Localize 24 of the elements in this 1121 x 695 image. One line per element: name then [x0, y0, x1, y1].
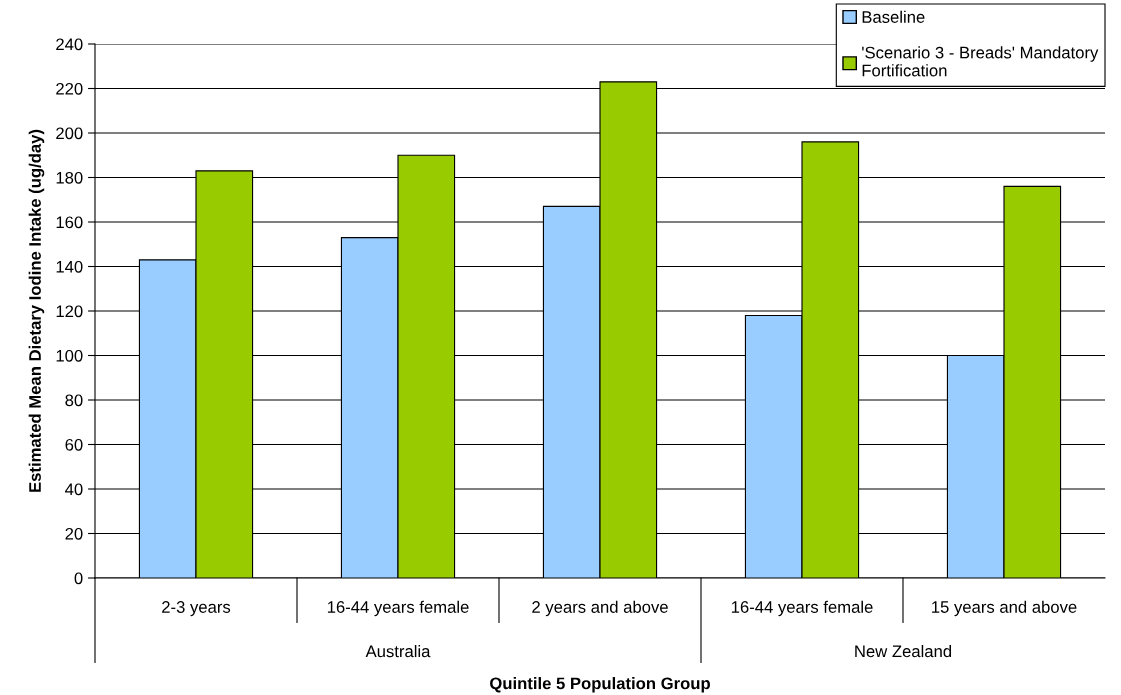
text: New Zealand [855, 644, 952, 658]
y-tick-label: 240 [56, 38, 83, 51]
legend-label: Baseline [862, 10, 925, 23]
y-tick-label: 200 [56, 127, 83, 140]
y-tick-label: 100 [56, 349, 83, 362]
y-tick-label: 140 [56, 260, 83, 273]
y-tick-label: 160 [56, 216, 83, 229]
y-tick-label: 120 [56, 305, 83, 318]
x-tick-label: 16-44 years female [731, 600, 873, 617]
y-tick-label: 220 [56, 82, 83, 95]
y-axis-title: Estimated Mean Dietary Iodine Intake (ug/day) [28, 129, 45, 492]
y-tick-label: 180 [56, 171, 83, 184]
x-tick-label: 16-44 years female [327, 600, 469, 617]
y-tick-label: 60 [65, 438, 83, 451]
legend-label: 'Scenario 3 - Breads' Mandatory Fortification [862, 46, 1099, 77]
y-tick-label: 80 [65, 394, 83, 407]
y-tick-label: 0 [74, 572, 83, 585]
y-tick-label: 20 [65, 527, 83, 540]
text: Australia [365, 644, 431, 658]
x-tick-label: 2-3 years [162, 601, 231, 617]
x-tick-label: 15 years and above [932, 600, 1077, 617]
x-axis-title: Quintile 5 Population Group [490, 677, 710, 693]
x-tick-label: 2 years and above [532, 600, 668, 617]
y-tick-label: 40 [65, 483, 83, 496]
